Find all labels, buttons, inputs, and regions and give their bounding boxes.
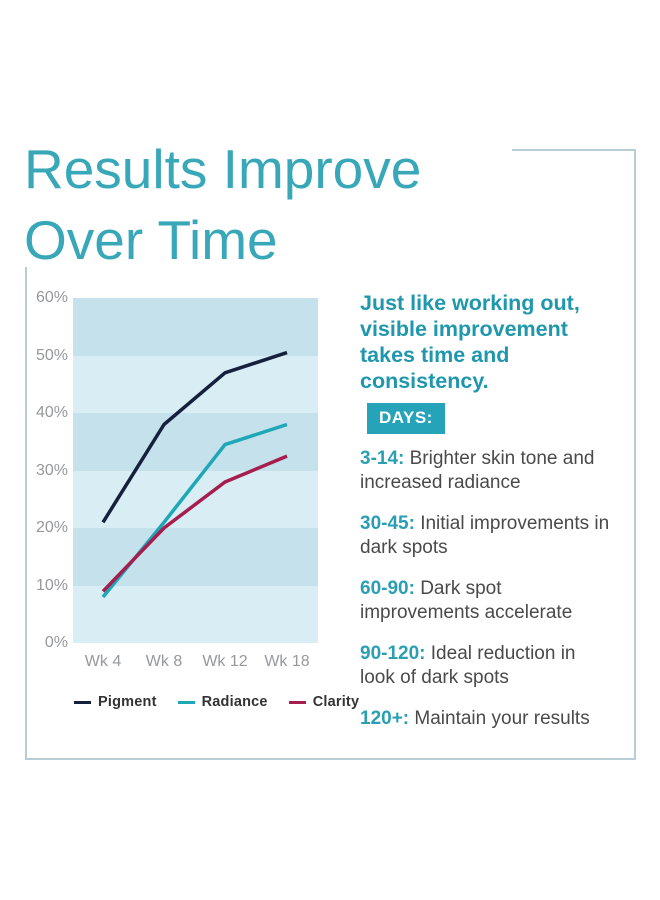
chart-legend: Pigment Radiance Clarity <box>74 694 359 710</box>
page-title: Results Improve Over Time <box>24 134 421 276</box>
series-line-radiance <box>101 422 288 599</box>
page-title-line1: Results Improve <box>24 138 422 200</box>
plot-band <box>73 585 318 643</box>
legend-swatch-icon <box>288 700 306 704</box>
x-axis-label: Wk 18 <box>264 653 310 670</box>
timeline-text: Maintain your results <box>409 708 590 729</box>
frame-border-left <box>25 267 27 758</box>
y-axis-label: 50% <box>35 346 68 364</box>
chart-plot-area <box>73 298 318 643</box>
series-line-clarity <box>101 454 288 593</box>
timeline-text: Initial improvements in dark spots <box>360 513 610 558</box>
y-axis-label: 10% <box>35 576 68 594</box>
legend-swatch-icon <box>177 700 195 704</box>
x-axis-label: Wk 8 <box>145 653 183 670</box>
timeline-text: Dark spot improvements accelerate <box>360 578 573 623</box>
timeline-item: 60-90: Dark spot improvements accelerate <box>360 577 612 625</box>
timeline-range: 3-14: <box>360 448 405 469</box>
plot-band <box>73 528 318 586</box>
legend-label: Pigment <box>98 694 157 710</box>
intro-text: Just like working out, visible improveme… <box>360 291 580 393</box>
y-axis-label: 40% <box>35 404 68 421</box>
timeline-item: 120+: Maintain your results <box>360 707 612 731</box>
plot-band <box>73 355 318 413</box>
frame-border-top <box>512 149 636 151</box>
y-axis-label: 20% <box>35 519 68 536</box>
timeline-item: 30-45: Initial improvements in dark spot… <box>360 512 612 560</box>
legend-item-clarity: Clarity <box>288 694 360 710</box>
x-axis-label: Wk 4 <box>84 653 122 670</box>
timeline-list: 3-14: Brighter skin tone and increased r… <box>360 447 612 748</box>
timeline-range: 120+: <box>360 708 410 729</box>
legend-swatch-icon <box>74 700 91 704</box>
timeline-item: 3-14: Brighter skin tone and increased r… <box>360 447 612 495</box>
days-badge: DAYS: <box>367 403 445 434</box>
explainer-panel: Just like working out, visible improveme… <box>360 290 612 729</box>
frame-border-right <box>634 149 636 760</box>
frame-border-bottom <box>25 758 636 760</box>
legend-label: Radiance <box>201 694 268 710</box>
timeline-range: 30-45: <box>360 513 415 534</box>
results-line-chart: 60% 50% 40% 30% 20% 10% 0% Wk 4 Wk 8 Wk 12 Wk 18 … <box>30 289 359 730</box>
y-axis-label: 60% <box>35 289 68 306</box>
timeline-range: 90-120: <box>360 643 426 664</box>
y-axis-label: 30% <box>35 461 68 479</box>
legend-label: Clarity <box>312 694 360 710</box>
plot-band <box>73 298 318 356</box>
page-title-line2: Over Time <box>24 209 278 271</box>
timeline-item: 90-120: Ideal reduction in look of dark … <box>360 642 612 690</box>
timeline-text: Brighter skin tone and increased radianc… <box>360 448 595 493</box>
chart-series-canvas <box>101 350 288 599</box>
legend-item-pigment: Pigment <box>74 694 157 710</box>
timeline-text: Ideal reduction in look of dark spots <box>360 643 576 688</box>
timeline-range: 60-90: <box>360 578 415 599</box>
y-axis-label: 0% <box>44 634 68 651</box>
series-line-pigment <box>101 350 288 524</box>
x-axis-label: Wk 12 <box>202 653 248 670</box>
legend-item-radiance: Radiance <box>177 694 268 710</box>
